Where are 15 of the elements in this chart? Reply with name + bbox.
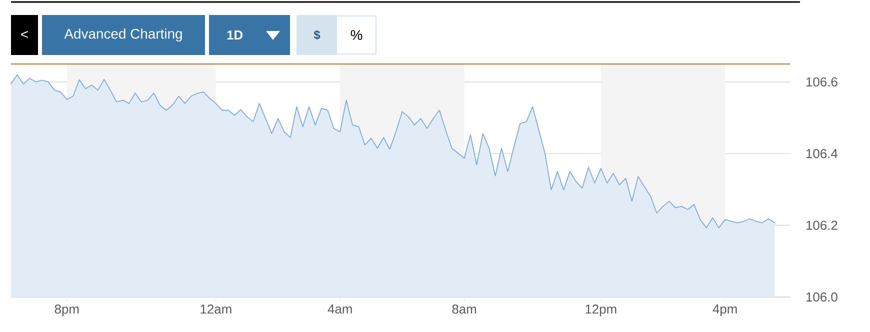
text: $ <box>314 30 320 40</box>
x-tick-label: 4am <box>328 304 352 314</box>
y-tick-label: 106.6 <box>806 77 838 87</box>
y-tick-label: 106.4 <box>806 149 838 158</box>
x-tick-label: 4pm <box>712 304 737 316</box>
x-tick-label: 12am <box>200 304 232 314</box>
x-tick-label: 8pm <box>54 304 79 316</box>
text: < <box>21 30 28 38</box>
text: % <box>350 30 362 40</box>
y-tick-label: 106.2 <box>806 220 838 230</box>
text: 1D <box>227 30 243 40</box>
text: Advanced Charting <box>64 28 182 42</box>
x-tick-label: 8am <box>452 304 476 314</box>
y-tick-label: 106.0 <box>806 292 838 302</box>
x-tick-label: 12pm <box>586 304 616 316</box>
